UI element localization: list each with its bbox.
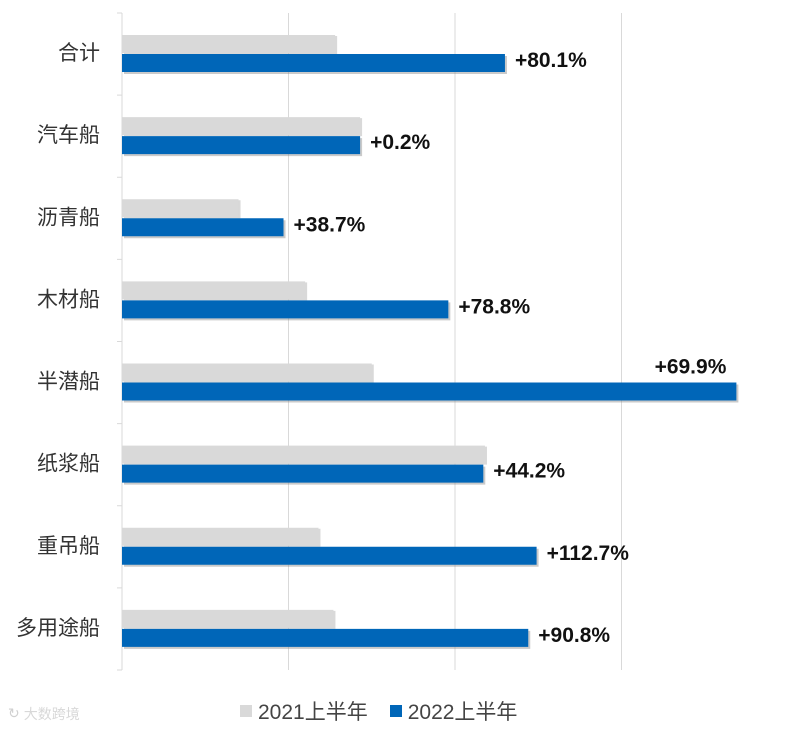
bar-2022-5 [122, 464, 484, 483]
category-label: 汽车船 [37, 123, 100, 147]
bar-2022-4 [122, 382, 737, 401]
gridlines [288, 13, 622, 670]
bar-2021-4 [122, 363, 372, 382]
bar-2022-1 [122, 136, 361, 155]
bar-2022-6 [122, 546, 537, 565]
data-label: +0.2% [370, 131, 430, 154]
category-label: 沥青船 [37, 205, 100, 229]
category-label: 合计 [58, 41, 100, 65]
watermark-text: 大数跨境 [23, 707, 80, 723]
data-label: +69.9% [655, 356, 727, 379]
category-label: 重吊船 [37, 534, 100, 558]
legend-item-2022[interactable]: 2022上半年 [389, 696, 518, 726]
category-label: 纸浆船 [37, 452, 100, 476]
legend-item-2021[interactable]: 2021上半年 [240, 696, 368, 726]
category-label: 半潜船 [37, 370, 100, 394]
data-label: +78.8% [458, 295, 530, 318]
data-label: +90.8% [538, 624, 610, 647]
legend-label-2021: 2021上半年 [258, 701, 368, 724]
bar-2021-7 [122, 609, 334, 628]
bar-chart: 合计 +80.1% 汽车船 +0.2% 沥青船 +38.7% 木材船 +78.8% 半潜船 +69… [16, 12, 739, 671]
bar-2021-6 [122, 527, 319, 546]
legend: 2021上半年 2022上半年 [240, 696, 517, 726]
bars [122, 35, 739, 649]
labels: 合计 +80.1% 汽车船 +0.2% 沥青船 +38.7% 木材船 +78.8% 半潜船 +69… [16, 41, 727, 647]
bar-2021-1 [122, 117, 361, 136]
category-label: 多用途船 [16, 616, 100, 640]
legend-swatch-2022 [389, 705, 402, 717]
data-label: +38.7% [294, 213, 366, 236]
data-label: +44.2% [493, 460, 565, 483]
bar-2022-0 [122, 54, 505, 72]
bar-2021-3 [122, 281, 306, 300]
data-label: +80.1% [515, 49, 587, 72]
legend-label-2022: 2022上半年 [407, 701, 518, 724]
category-label: 木材船 [37, 287, 100, 311]
bar-2022-3 [122, 300, 449, 319]
category-axis [117, 12, 123, 671]
bar-2021-5 [122, 445, 485, 464]
legend-swatch-2021 [240, 705, 252, 717]
watermark: ↻ 大数跨境 [8, 704, 80, 724]
bar-2022-7 [122, 628, 529, 647]
bar-2021-0 [122, 35, 336, 53]
data-label: +112.7% [547, 542, 630, 565]
watermark-logo: ↻ [8, 706, 20, 722]
bar-2021-2 [122, 199, 239, 218]
bar-2022-2 [122, 218, 284, 237]
